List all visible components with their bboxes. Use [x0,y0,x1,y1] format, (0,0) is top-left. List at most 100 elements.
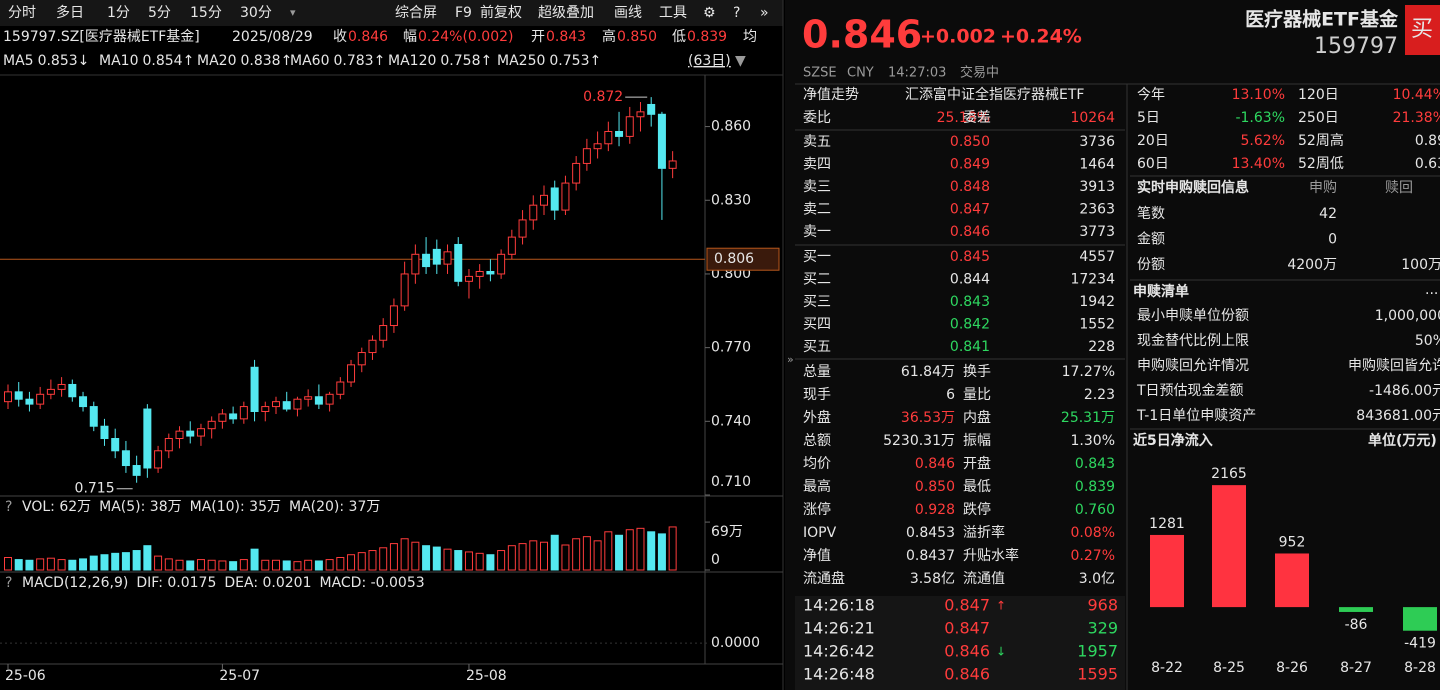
level-price: 0.846 [950,224,990,240]
help-icon[interactable]: ? [5,499,12,515]
volume-bar [89,555,98,571]
candle-body [207,420,216,430]
help-icon[interactable]: ? [5,575,12,591]
y-tick-label: 0.860 [711,119,751,135]
tab[interactable]: 5分 [148,5,171,21]
candle-body [239,406,248,420]
row-value: 申购赎回皆允许 [1348,357,1440,374]
tab[interactable]: 分时 [8,5,36,21]
tab[interactable]: 1分 [107,5,130,21]
tick-volume: 1595 [1077,665,1118,684]
dropdown-icon[interactable]: ▾ [290,6,296,19]
stat-label: 开盘 [963,455,991,472]
volume-bar [518,543,527,571]
period-label[interactable]: (63日) [688,53,731,69]
perf-value: 21.38% [1393,110,1440,126]
tab[interactable]: 15分 [190,5,222,21]
level-volume: 4557 [1079,249,1115,265]
x-tick-label: 25-07 [219,668,260,684]
stat-label: 升贴水率 [963,547,1019,564]
perf-label: 20日 [1137,133,1169,149]
section-title: 实时申购赎回信息 [1137,179,1249,196]
tool-button[interactable]: F9 [455,5,472,21]
volume-bar [4,557,12,571]
stat-label: 现手 [803,387,831,403]
ma-value: 0.854↑ [142,53,194,69]
x-tick-label: 25-06 [5,668,46,684]
stat-value: 25.31万 [1061,410,1115,426]
value: 25.18% [937,110,990,126]
perf-value: -1.63% [1235,110,1285,126]
candle-body [475,270,484,277]
level-label: 卖三 [803,179,831,195]
volume-bar [368,550,377,571]
tool-button[interactable]: 超级叠加 [538,5,594,21]
perf-value: 0.89 [1415,133,1440,149]
tick-time: 14:26:48 [803,665,875,684]
tab[interactable]: 多日 [56,4,84,21]
perf-label: 52周高 [1298,132,1344,149]
settings-icon[interactable]: ⚙ [703,5,716,21]
help-icon[interactable]: ? [733,5,740,21]
stat-label: 涨停 [803,501,831,518]
level-label: 卖一 [803,224,831,240]
expand-icon[interactable]: » [760,5,769,21]
quote-meta: CNY [847,66,874,81]
stat-label: 跌停 [963,501,991,518]
volume-bar [593,540,602,571]
more-button[interactable]: ... [1425,282,1438,298]
tool-button[interactable]: 前复权 [480,4,522,21]
tool-button[interactable]: 画线 [614,5,642,21]
dropdown-icon[interactable]: ▼ [735,53,746,69]
perf-value: 10.44% [1393,87,1440,103]
candle-body [14,391,23,400]
level-label: 买四 [803,317,831,333]
collapse-icon[interactable]: » [787,353,794,366]
stat-value: 61.84万 [901,364,955,380]
buy-button[interactable] [1405,5,1440,55]
tab[interactable]: 30分 [240,5,272,21]
volume-bar [175,559,184,571]
bar [1403,607,1437,631]
nav-link[interactable]: 净值走势 [803,87,859,103]
security-code: 159797 [1314,34,1398,59]
y-tick-label: 0.740 [711,413,751,429]
stat-label: 流通值 [963,571,1005,587]
field-value: 0.24%(0.002) [418,29,513,45]
stat-value: 0.839 [1075,479,1115,495]
candle-body [100,425,109,440]
candle-body [175,430,184,440]
candle-body [411,253,420,275]
data-label: 952 [1279,534,1306,550]
candle-body [389,305,398,327]
stat-value: 0.760 [1075,502,1115,518]
tool-button[interactable]: 工具 [659,5,687,21]
stat-value: 1.30% [1071,433,1115,449]
level-price: 0.845 [950,249,990,265]
volume-bar [550,534,559,571]
volume-bar [79,558,88,571]
date: 2025/08/29 [232,29,313,45]
buy-label[interactable]: 买 [1411,17,1433,42]
price-label: 0.806 [714,251,754,267]
candle-body [357,352,366,366]
y-tick-label: 0.770 [711,340,751,356]
security-name: 159797.SZ[医疗器械ETF基金] [3,28,200,45]
level-price: 0.849 [950,157,990,173]
stat-label: 量比 [963,387,991,403]
candle-body [154,450,163,469]
stat-label: 净值 [803,548,831,564]
candle-body [454,243,463,282]
stat-value: 0.846 [915,456,955,472]
label: 委差 [963,110,991,126]
high-annotation: 0.872 [583,89,623,105]
tool-button[interactable]: 综合屏 [395,5,437,21]
candle-body [218,413,227,422]
column-header: 申购 [1309,180,1337,196]
volume-bar [389,543,398,571]
candle-body [186,430,195,437]
tick-arrow: ↓ [996,645,1006,659]
row-label: 份额 [1137,257,1165,273]
candle-body [250,366,259,412]
